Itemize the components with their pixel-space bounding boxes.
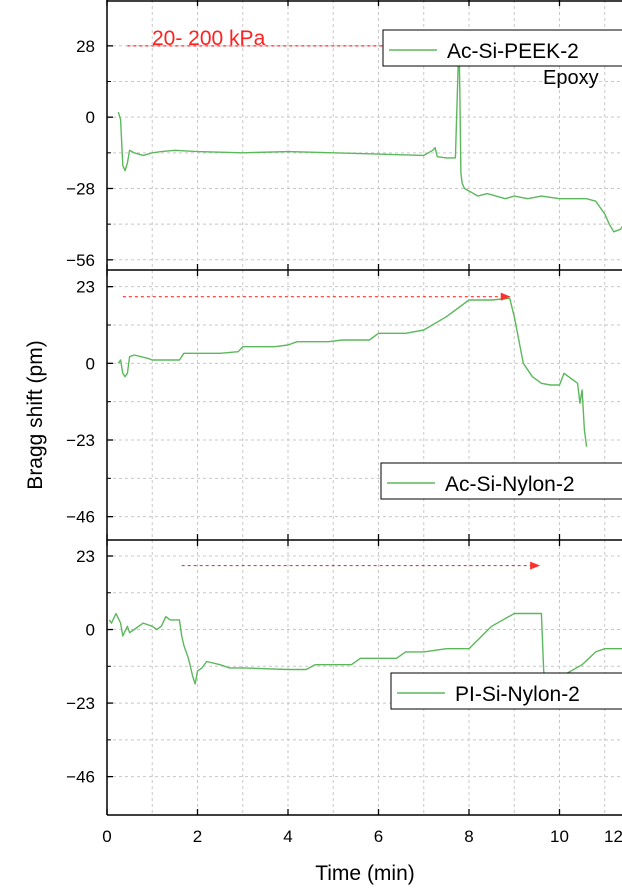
panel-1-legend-box <box>382 29 622 67</box>
panel-3-y-tick-label: −46 <box>66 768 95 787</box>
x-tick-label: 0 <box>102 827 111 846</box>
panel-2-legend: Ac-Si-Nylon-2 <box>380 462 622 500</box>
x-tick-label: 4 <box>283 827 292 846</box>
panel-2-series-line <box>117 297 588 447</box>
x-tick-label: 8 <box>464 827 473 846</box>
frame-layer: Ac-Si-PEEK-2 Ac-Si-Nylon-2 PI-Si-Nylon-2 <box>106 0 622 816</box>
panel-1-pressure-annotation: 20- 200 kPa <box>152 27 266 50</box>
text-layer: Bragg shift (pm) Time (min) 280−28−56Epo… <box>24 27 622 885</box>
panel-1-series-line <box>117 37 622 233</box>
x-tick-label: 2 <box>193 827 202 846</box>
panel-2-y-tick-label: −46 <box>66 508 95 527</box>
panel-2-y-tick-label: 23 <box>76 278 95 297</box>
panel-2-legend-label: Ac-Si-Nylon-2 <box>445 473 575 496</box>
panel-1-y-tick-label: −56 <box>66 251 95 270</box>
x-tick-label: 12 <box>604 827 622 846</box>
y-axis-label: Bragg shift (pm) <box>24 340 47 489</box>
panel-2-legend-box <box>380 462 622 500</box>
panel-1-epoxy-label: Epoxy <box>543 67 599 89</box>
x-axis-label: Time (min) <box>315 862 415 885</box>
panel-3-legend: PI-Si-Nylon-2 <box>390 672 622 710</box>
panel-2-y-tick-label: −23 <box>66 431 95 450</box>
panel-3-y-tick-label: 0 <box>86 621 95 640</box>
panel-3-y-tick-label: −23 <box>66 694 95 713</box>
panel-1-y-tick-label: 0 <box>86 108 95 127</box>
x-tick-label: 6 <box>374 827 383 846</box>
panel-1-y-tick-label: −28 <box>66 179 95 198</box>
panel-3-legend-box <box>390 672 622 710</box>
grid-layer <box>107 0 622 815</box>
panel-1-y-tick-label: 28 <box>76 37 95 56</box>
panel-1-legend-label: Ac-Si-PEEK-2 <box>447 40 579 63</box>
panel-3-legend-label: PI-Si-Nylon-2 <box>455 683 580 706</box>
panel-3-y-tick-label: 23 <box>76 547 95 566</box>
data-layer <box>108 37 622 685</box>
panel-1-legend: Ac-Si-PEEK-2 <box>382 29 622 67</box>
x-tick-label: 10 <box>550 827 569 846</box>
panel-2-y-tick-label: 0 <box>86 354 95 373</box>
